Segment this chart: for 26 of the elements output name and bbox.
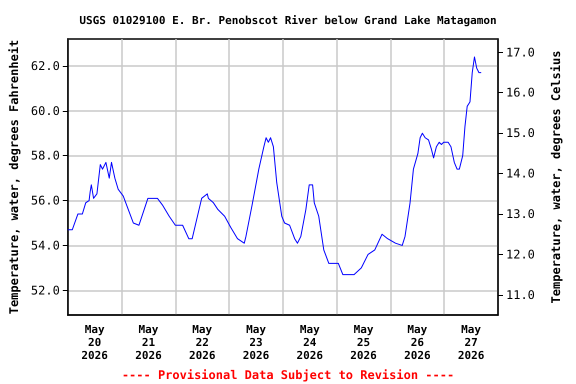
x-tick-label: May 26 2026 xyxy=(404,323,431,362)
y2-tick-label: 14.0 xyxy=(506,166,535,181)
y-tick-label: 52.0 xyxy=(30,283,60,298)
x-tick-label: May 20 2026 xyxy=(81,323,108,362)
y2-tick-label: 13.0 xyxy=(506,206,535,221)
x-tick-label: May 25 2026 xyxy=(350,323,378,362)
x-tick-label: May 27 2026 xyxy=(458,323,485,362)
y-tick-label: 54.0 xyxy=(30,238,60,252)
y2-tick-label: 15.0 xyxy=(506,126,535,140)
y-tick-label: 62.0 xyxy=(30,58,60,73)
x-tick-label: May 23 2026 xyxy=(242,323,270,362)
x-tick-label: May 24 2026 xyxy=(296,323,324,362)
y2-tick-label: 16.0 xyxy=(506,86,535,100)
chart-title: USGS 01029100 E. Br. Penobscot River below Grand Lake Matagamon xyxy=(79,14,497,27)
y-axis-title: Temperature, water, degrees Fahrenheit xyxy=(7,40,21,314)
y-tick-label: 56.0 xyxy=(30,194,60,208)
y2-axis-title: Temperature, water, degrees Celsius xyxy=(549,50,563,304)
x-tick-label: May 22 2026 xyxy=(188,323,216,362)
y2-tick-label: 17.0 xyxy=(506,45,535,60)
line-series xyxy=(67,56,482,276)
y2-tick-label: 11.0 xyxy=(506,288,535,302)
y2-tick-label: 12.0 xyxy=(506,247,535,262)
text: ---- Provisional Data Subject to Revision ---- xyxy=(122,368,454,382)
y-tick-label: 60.0 xyxy=(30,104,60,118)
x-tick-label: May 21 2026 xyxy=(135,323,162,362)
y-tick-label: 58.0 xyxy=(30,148,60,163)
